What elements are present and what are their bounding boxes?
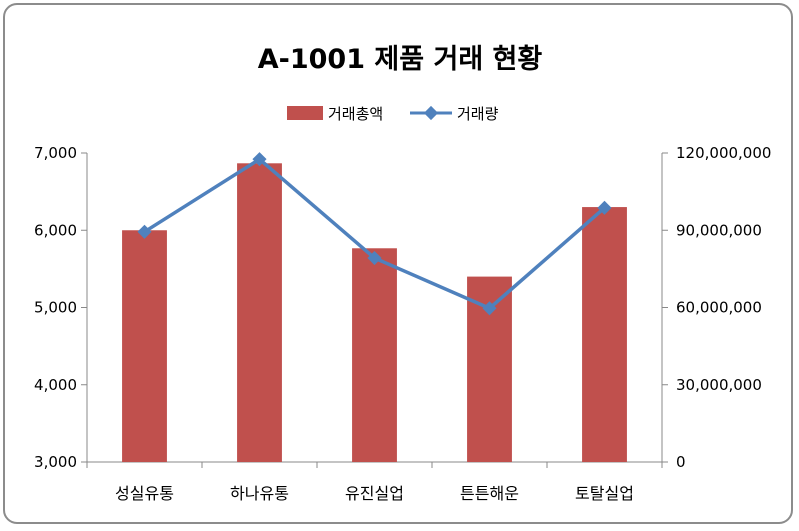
right-tick-label: 30,000,000 — [676, 376, 762, 394]
bar-5 — [582, 207, 627, 462]
bar-series — [122, 163, 627, 463]
line-series — [137, 152, 612, 316]
bar-3 — [352, 248, 397, 462]
line-point-4 — [482, 301, 497, 316]
right-tick-label: 90,000,000 — [676, 221, 762, 239]
left-tick-label: 4,000 — [34, 376, 77, 394]
bar-1 — [122, 230, 167, 462]
bar-2 — [237, 163, 282, 463]
legend-label-bar: 거래총액 — [328, 105, 383, 123]
right-axis-ticks: 0 30,000,000 60,000,000 90,000,000 120,000,0… — [662, 144, 771, 471]
category-label: 튼튼해운 — [460, 484, 519, 503]
left-tick-label: 5,000 — [34, 299, 77, 317]
category-label: 하나유통 — [230, 484, 289, 503]
line-point-5 — [597, 200, 612, 215]
chart-title: A-1001 제품 거래 현황 — [258, 44, 543, 75]
category-label: 토탈실업 — [575, 484, 634, 503]
category-label: 성실유통 — [115, 484, 174, 503]
line-point-3 — [367, 250, 382, 266]
legend-label-line: 거래량 — [457, 105, 499, 123]
right-tick-label: 0 — [676, 453, 686, 471]
left-axis-ticks: 3,000 4,000 5,000 6,000 7,000 — [34, 144, 87, 471]
right-tick-label: 60,000,000 — [676, 299, 762, 317]
legend-marker-line — [423, 105, 439, 121]
left-tick-label: 7,000 — [34, 144, 77, 162]
category-label: 유진실업 — [345, 484, 404, 503]
category-labels: 성실유통 하나유통 유진실업 튼튼해운 토탈실업 — [86, 462, 663, 503]
legend: 거래총액 거래량 — [287, 105, 499, 123]
left-tick-label: 6,000 — [34, 221, 77, 239]
legend-swatch-bar — [287, 106, 323, 120]
line-point-2 — [252, 152, 267, 167]
right-tick-label: 120,000,000 — [676, 144, 771, 162]
left-tick-label: 3,000 — [34, 453, 77, 471]
line-point-1 — [137, 224, 152, 239]
